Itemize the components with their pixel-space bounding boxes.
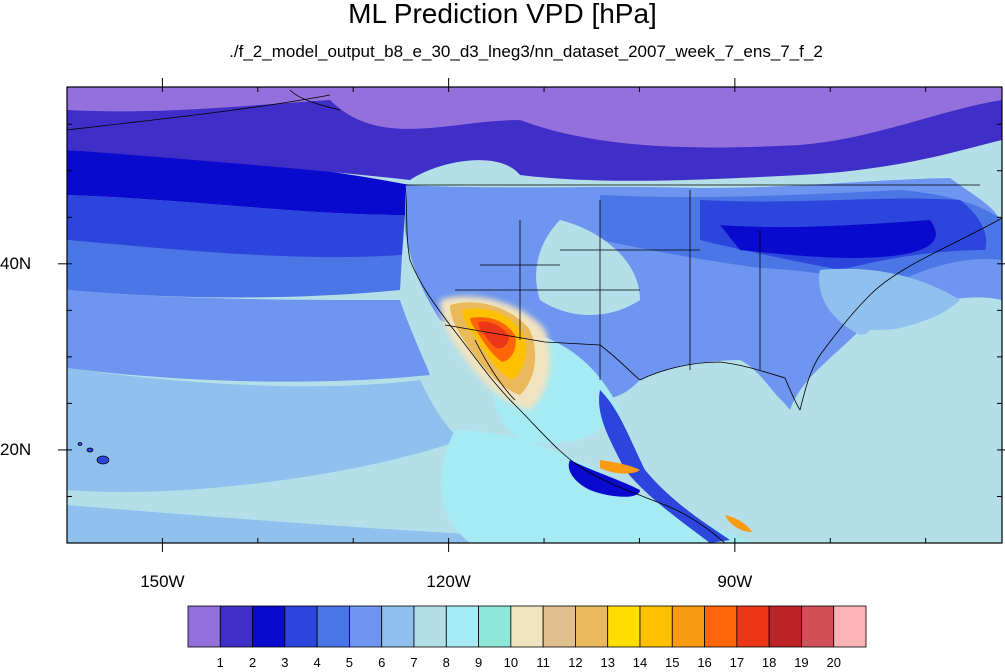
colorbar-swatch <box>219 605 253 648</box>
colorbar-label: 1 <box>216 655 224 670</box>
colorbar-swatch <box>413 605 447 648</box>
colorbar-swatch <box>316 605 350 648</box>
colorbar-label: 14 <box>632 655 648 670</box>
colorbar-swatch <box>542 605 576 648</box>
colorbar-swatch <box>252 605 286 648</box>
colorbar-swatch <box>575 605 609 648</box>
colorbar-swatch <box>187 605 221 648</box>
colorbar-label: 4 <box>313 655 321 670</box>
map-subtitle: ./f_2_model_output_b8_e_30_d3_lneg3/nn_d… <box>229 42 823 61</box>
colorbar-swatch <box>736 605 770 648</box>
colorbar-swatch <box>801 605 835 648</box>
colorbar-swatch <box>768 605 802 648</box>
map-frame <box>66 86 1003 544</box>
colorbar-swatch <box>510 605 544 648</box>
map-title: ML Prediction VPD [hPa] <box>348 0 657 29</box>
colorbar-label: 7 <box>410 655 418 670</box>
colorbar-swatch <box>284 605 318 648</box>
colorbar-swatch <box>349 605 383 648</box>
colorbar-swatch <box>381 605 415 648</box>
colorbar-label: 13 <box>600 655 615 670</box>
colorbar-swatch <box>478 605 512 648</box>
colorbar-swatch <box>607 605 641 648</box>
colorbar-label: 3 <box>281 655 289 670</box>
colorbar-label: 17 <box>729 655 745 670</box>
colorbar-label: 18 <box>761 655 777 670</box>
x-tick-label: 90W <box>717 572 753 591</box>
colorbar-label: 10 <box>503 655 519 670</box>
colorbar-label: 12 <box>568 655 583 670</box>
colorbar-swatch <box>639 605 673 648</box>
colorbar-swatch <box>704 605 738 648</box>
colorbar-label: 8 <box>442 655 450 670</box>
vpd-field <box>67 87 1002 543</box>
colorbar <box>187 605 867 648</box>
colorbar-label: 2 <box>248 655 257 670</box>
colorbar-swatch <box>833 605 867 648</box>
y-tick-label: 20N <box>0 439 32 459</box>
colorbar-label: 11 <box>536 655 550 670</box>
x-tick-label: 150W <box>140 572 185 591</box>
y-tick-label: 40N <box>0 253 32 273</box>
colorbar-label: 16 <box>697 655 712 670</box>
x-tick-label: 120W <box>426 572 471 591</box>
colorbar-label: 6 <box>378 655 386 670</box>
colorbar-label: 15 <box>665 655 680 670</box>
colorbar-swatch <box>671 605 705 648</box>
coastlines <box>67 89 1002 543</box>
hawaii-islands <box>77 442 110 465</box>
colorbar-label: 9 <box>474 655 483 670</box>
axis-ticks <box>58 78 1005 552</box>
colorbar-swatch <box>445 605 479 648</box>
colorbar-label: 20 <box>826 655 841 670</box>
colorbar-label: 19 <box>794 655 809 670</box>
colorbar-label: 5 <box>345 655 354 670</box>
